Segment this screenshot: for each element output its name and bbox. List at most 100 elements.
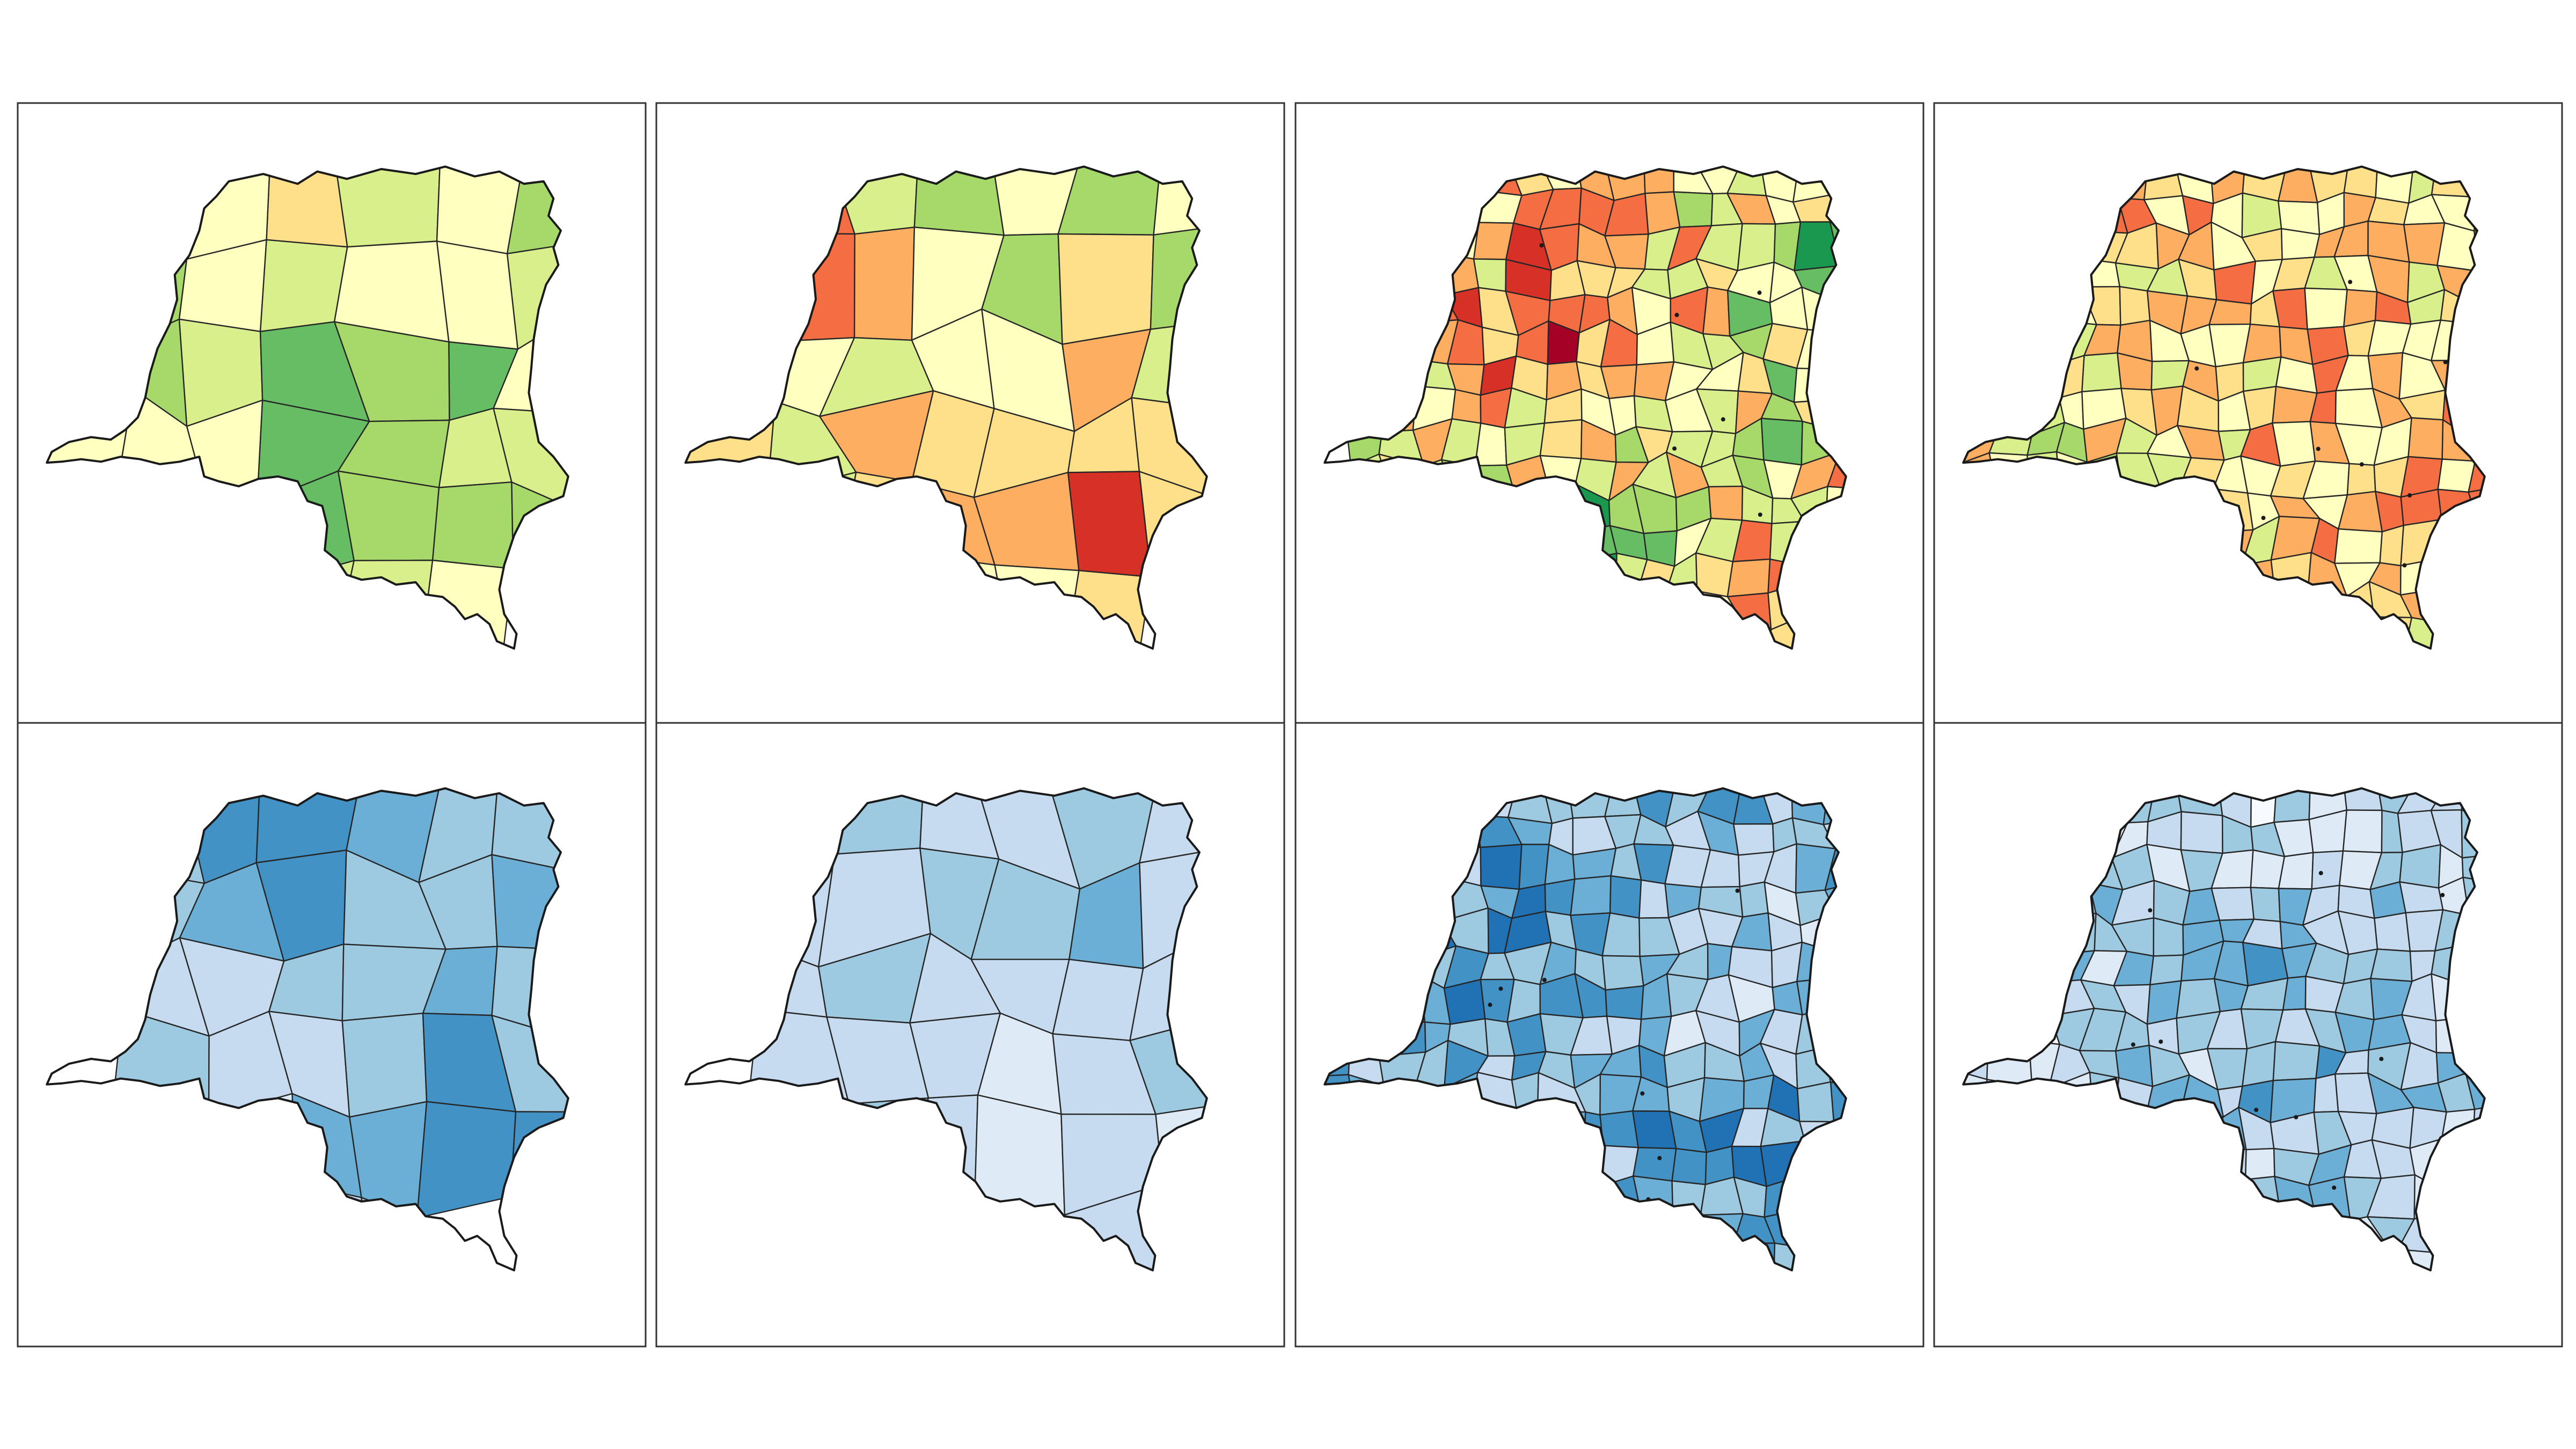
map-region bbox=[2244, 1147, 2275, 1181]
point-marker bbox=[2316, 447, 2321, 451]
country-outline bbox=[1323, 787, 1847, 1272]
map-region bbox=[1605, 985, 1644, 1020]
map-region bbox=[1708, 485, 1744, 521]
point-marker bbox=[1721, 417, 1725, 422]
country-outline bbox=[1323, 165, 1847, 650]
map-region bbox=[1829, 1081, 1846, 1123]
map-region bbox=[2272, 386, 2318, 424]
point-marker bbox=[1488, 1002, 1492, 1007]
map-region bbox=[2153, 917, 2184, 957]
map-region bbox=[1570, 875, 1612, 916]
map-region bbox=[1067, 471, 1152, 578]
point-marker bbox=[1498, 986, 1503, 991]
map-region bbox=[1739, 881, 1769, 918]
map-region bbox=[1726, 558, 1771, 598]
map-region bbox=[2374, 912, 2411, 952]
map-region bbox=[2250, 887, 2281, 923]
map-region bbox=[2081, 352, 2122, 393]
point-marker bbox=[2148, 908, 2153, 913]
map-region bbox=[2272, 1041, 2321, 1081]
country-outline bbox=[46, 165, 569, 650]
point-marker bbox=[2379, 1057, 2384, 1062]
point-marker bbox=[2407, 493, 2412, 497]
map-region bbox=[2367, 197, 2410, 225]
map-region bbox=[2346, 463, 2376, 496]
point-marker bbox=[1672, 446, 1677, 451]
map-region bbox=[2370, 948, 2413, 982]
map-panel-3 bbox=[1294, 102, 1924, 724]
point-marker bbox=[1758, 513, 1762, 517]
map-region bbox=[2313, 1073, 2339, 1113]
country-outline bbox=[1962, 787, 2486, 1272]
point-marker bbox=[2318, 870, 2323, 875]
point-marker bbox=[2294, 1115, 2299, 1119]
map-panel-8 bbox=[1933, 722, 2563, 1348]
map-region bbox=[1671, 1147, 1707, 1185]
map-region bbox=[341, 1012, 428, 1118]
map-region bbox=[1632, 1110, 1677, 1150]
point-marker bbox=[1674, 312, 1679, 317]
map-panel-2 bbox=[655, 102, 1285, 724]
map-region bbox=[2311, 850, 2344, 890]
map-region bbox=[2407, 417, 2444, 460]
map-panels bbox=[17, 102, 2563, 1348]
map-region bbox=[2242, 1041, 2277, 1087]
map-panel-5 bbox=[17, 722, 647, 1348]
map-region bbox=[1609, 875, 1642, 919]
map-region bbox=[259, 239, 348, 332]
map-region bbox=[2119, 286, 2151, 326]
point-marker bbox=[2332, 1185, 2337, 1190]
map-region bbox=[1480, 844, 1523, 890]
country-outline bbox=[684, 787, 1208, 1272]
point-marker bbox=[1646, 1197, 1651, 1202]
map-region bbox=[2272, 287, 2308, 330]
map-panel-7 bbox=[1294, 722, 1924, 1348]
point-marker bbox=[2440, 892, 2445, 897]
map-region bbox=[1632, 1147, 1677, 1182]
map-region bbox=[1760, 418, 1803, 466]
map-region bbox=[2342, 809, 2383, 853]
map-region bbox=[2242, 323, 2282, 363]
map-region bbox=[2399, 844, 2441, 889]
point-marker bbox=[2348, 280, 2353, 284]
country-outline bbox=[46, 787, 569, 1272]
map-region bbox=[1601, 955, 1644, 991]
point-marker bbox=[1757, 290, 1762, 295]
point-marker bbox=[1539, 243, 1544, 248]
country-outline bbox=[1962, 165, 2486, 650]
point-marker bbox=[1735, 888, 1740, 893]
map-region bbox=[1506, 1013, 1547, 1057]
map-region bbox=[1057, 233, 1154, 345]
map-region bbox=[1544, 878, 1576, 916]
map-region bbox=[2208, 299, 2252, 325]
point-marker bbox=[2359, 462, 2364, 467]
map-region bbox=[1473, 258, 1507, 292]
point-marker bbox=[2194, 366, 2199, 371]
map-region bbox=[1474, 422, 1507, 466]
point-marker bbox=[2131, 1042, 2135, 1047]
map-panel-6 bbox=[655, 722, 1285, 1348]
map-region bbox=[337, 470, 440, 561]
map-panel-1 bbox=[17, 102, 647, 724]
point-marker bbox=[2402, 563, 2407, 568]
map-region bbox=[1702, 286, 1731, 337]
map-region bbox=[2211, 887, 2255, 921]
point-marker bbox=[2254, 1108, 2259, 1113]
map-region bbox=[2304, 287, 2348, 330]
region-layer bbox=[1345, 166, 1846, 649]
point-marker bbox=[1657, 1155, 1662, 1160]
map-region bbox=[1443, 978, 1486, 1025]
point-marker bbox=[2443, 360, 2448, 364]
map-region bbox=[1052, 958, 1144, 1042]
point-marker bbox=[2261, 516, 2266, 521]
map-region bbox=[2272, 421, 2316, 467]
map-region bbox=[1638, 879, 1670, 919]
map-region bbox=[1733, 823, 1775, 856]
map-region bbox=[431, 481, 514, 570]
map-region bbox=[1539, 419, 1583, 459]
point-marker bbox=[1542, 978, 1547, 982]
map-region bbox=[2180, 811, 2223, 854]
map-region bbox=[2379, 524, 2404, 567]
map-region bbox=[2334, 528, 2383, 564]
